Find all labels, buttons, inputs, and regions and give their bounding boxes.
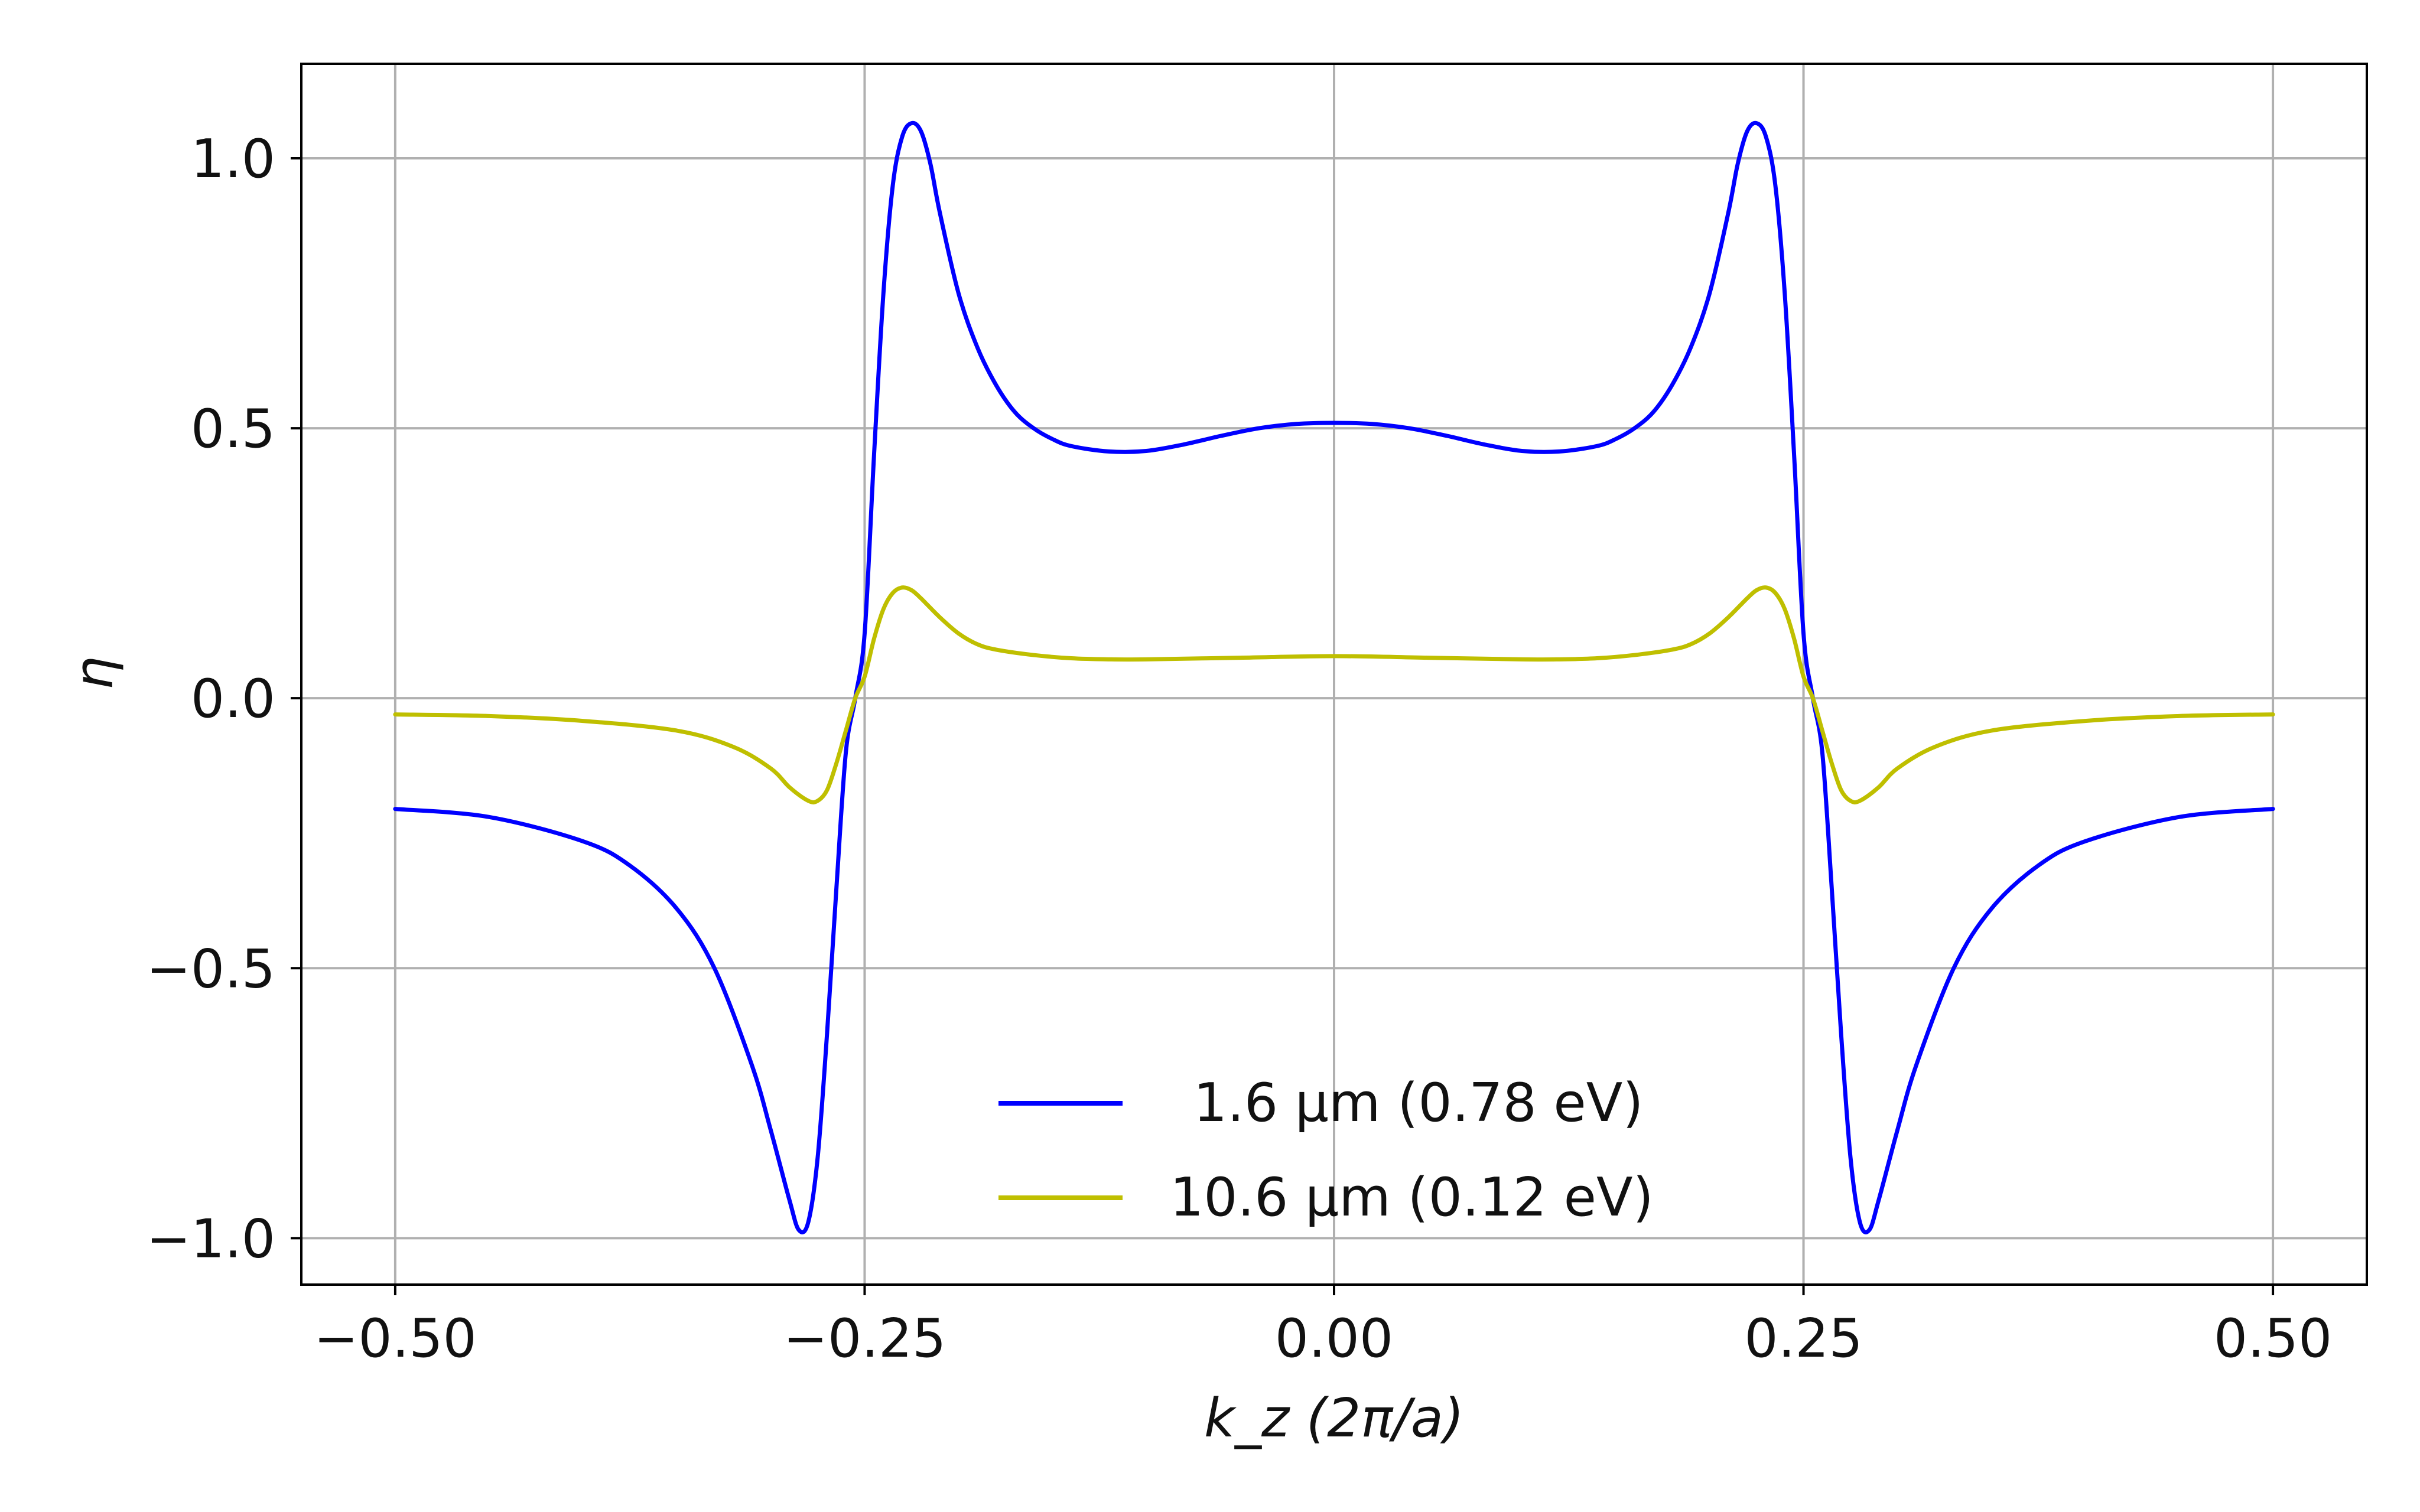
- y-tick-label: −1.0: [146, 1208, 275, 1270]
- x-tick-label: 0.50: [2214, 1308, 2332, 1370]
- series-line-1: [393, 120, 2275, 1234]
- y-tick-label: −0.5: [146, 938, 275, 1000]
- x-tick-label: −0.25: [783, 1308, 946, 1370]
- y-tick-label: 0.5: [191, 398, 275, 460]
- legend-label-series-2: 10.6 μm (0.12 eV): [1170, 1166, 1654, 1228]
- x-tick-label: 0.25: [1744, 1308, 1862, 1370]
- series-group: [393, 120, 2275, 1234]
- ticks: −0.50 −0.25 0.00 0.25 0.50 −1.0 −0.5 0.0 0.5 1.0: [146, 128, 2332, 1370]
- x-tick-label: 0.00: [1275, 1308, 1393, 1370]
- grid: [301, 64, 2367, 1285]
- legend: 1.6 μm (0.78 eV) 10.6 μm (0.12 eV): [998, 1072, 1654, 1228]
- y-tick-label: 1.0: [191, 128, 275, 190]
- legend-label-series-1: 1.6 μm (0.78 eV): [1193, 1072, 1643, 1134]
- x-axis-title: k_z (2π/a): [1204, 1387, 1464, 1449]
- x-tick-label: −0.50: [314, 1308, 477, 1370]
- series-line-2: [393, 585, 2275, 804]
- y-tick-label: 0.0: [191, 668, 275, 730]
- y-axis-title: η: [63, 656, 125, 690]
